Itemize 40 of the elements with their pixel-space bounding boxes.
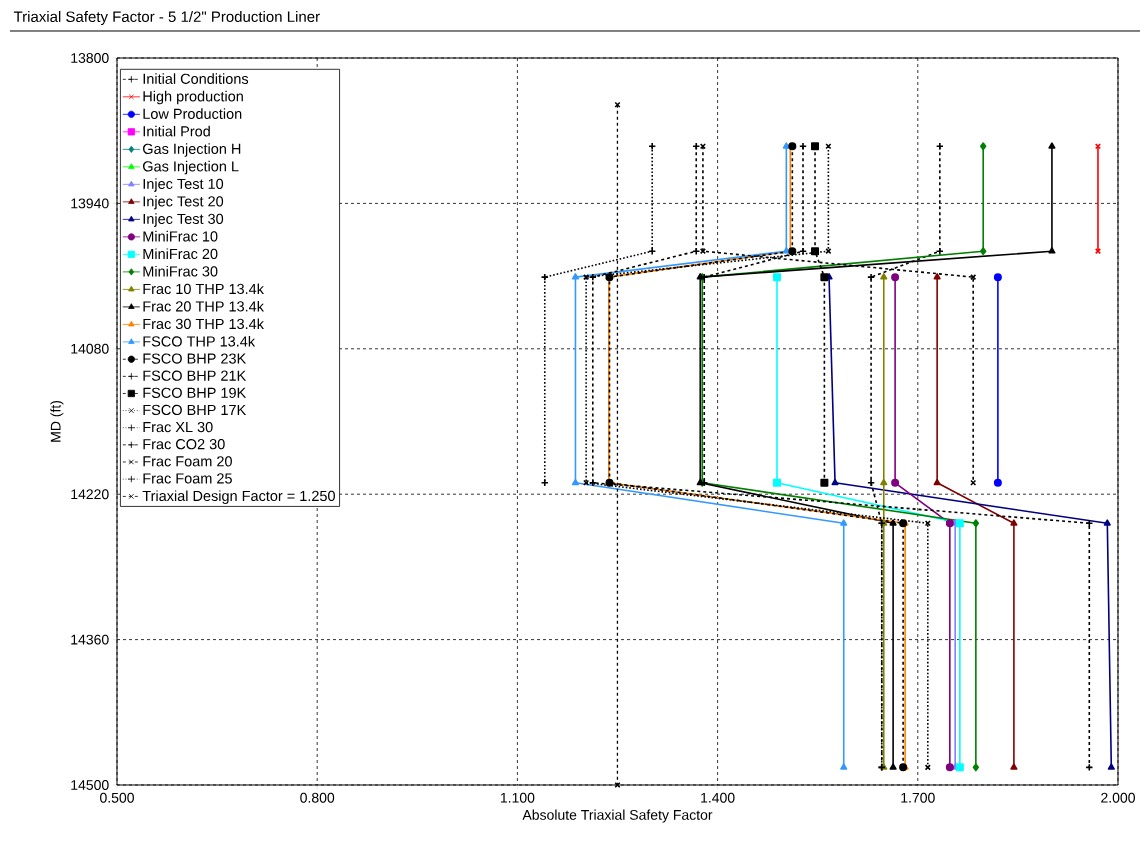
- legend-label: Gas Injection L: [143, 160, 239, 175]
- legend-label: Injec Test 20: [143, 195, 224, 210]
- legend-label: Triaxial Design Factor = 1.250: [142, 490, 335, 504]
- legend-label: Frac CO2 30: [143, 439, 225, 450]
- legend-label: FSCO BHP 21K: [143, 370, 247, 381]
- y-axis-title: MD (ft): [50, 400, 64, 442]
- y-tick-label: 14500: [71, 780, 109, 790]
- x-tick-label: 0.800: [300, 792, 335, 803]
- x-tick-label: 1.100: [500, 792, 535, 803]
- legend-label: FSCO BHP 17K: [143, 404, 247, 416]
- legend-label: Frac Foam 25: [143, 473, 232, 484]
- legend-label: FSCO THP 13.4k: [143, 335, 256, 347]
- legend-label: Frac 20 THP 13.4k: [143, 300, 264, 312]
- y-tick-label: 14360: [71, 634, 109, 645]
- y-tick-label: 14220: [71, 489, 109, 500]
- legend-label: Frac 30 THP 13.4k: [143, 318, 264, 330]
- x-tick-label: 1.400: [701, 792, 735, 803]
- legend-label: MiniFrac 20: [143, 248, 218, 260]
- legend-label: Initial Conditions: [143, 73, 249, 84]
- legend-label: Initial Prod: [143, 125, 210, 137]
- legend-label: Gas Injection H: [143, 143, 241, 157]
- legend-label: MiniFrac 10: [143, 230, 218, 242]
- x-tick-label: 1.700: [901, 792, 935, 803]
- legend-label: Frac Foam 20: [143, 456, 232, 467]
- legend-label: FSCO BHP 19K: [143, 387, 247, 398]
- legend-label: Injec Test 30: [143, 213, 224, 227]
- y-tick-label: 13940: [71, 198, 109, 209]
- legend-label: Frac 10 THP 13.4k: [143, 283, 264, 295]
- legend-label: Injec Test 10: [143, 178, 224, 192]
- legend-label: Low Production: [143, 108, 242, 119]
- legend-label: MiniFrac 30: [143, 265, 218, 277]
- legend-label: Frac XL 30: [143, 421, 213, 433]
- y-tick-label: 14080: [71, 343, 109, 354]
- chart-title: Triaxial Safety Factor - 5 1/2" Production Liner: [13, 11, 320, 25]
- x-axis-title: Absolute Triaxial Safety Factor: [522, 809, 713, 823]
- y-tick-label: 13800: [71, 53, 109, 63]
- legend-label: High production: [143, 90, 243, 105]
- legend-label: FSCO BHP 23K: [143, 353, 247, 364]
- x-tick-label: 0.500: [100, 792, 134, 803]
- x-tick-label: 2.000: [1101, 792, 1135, 803]
